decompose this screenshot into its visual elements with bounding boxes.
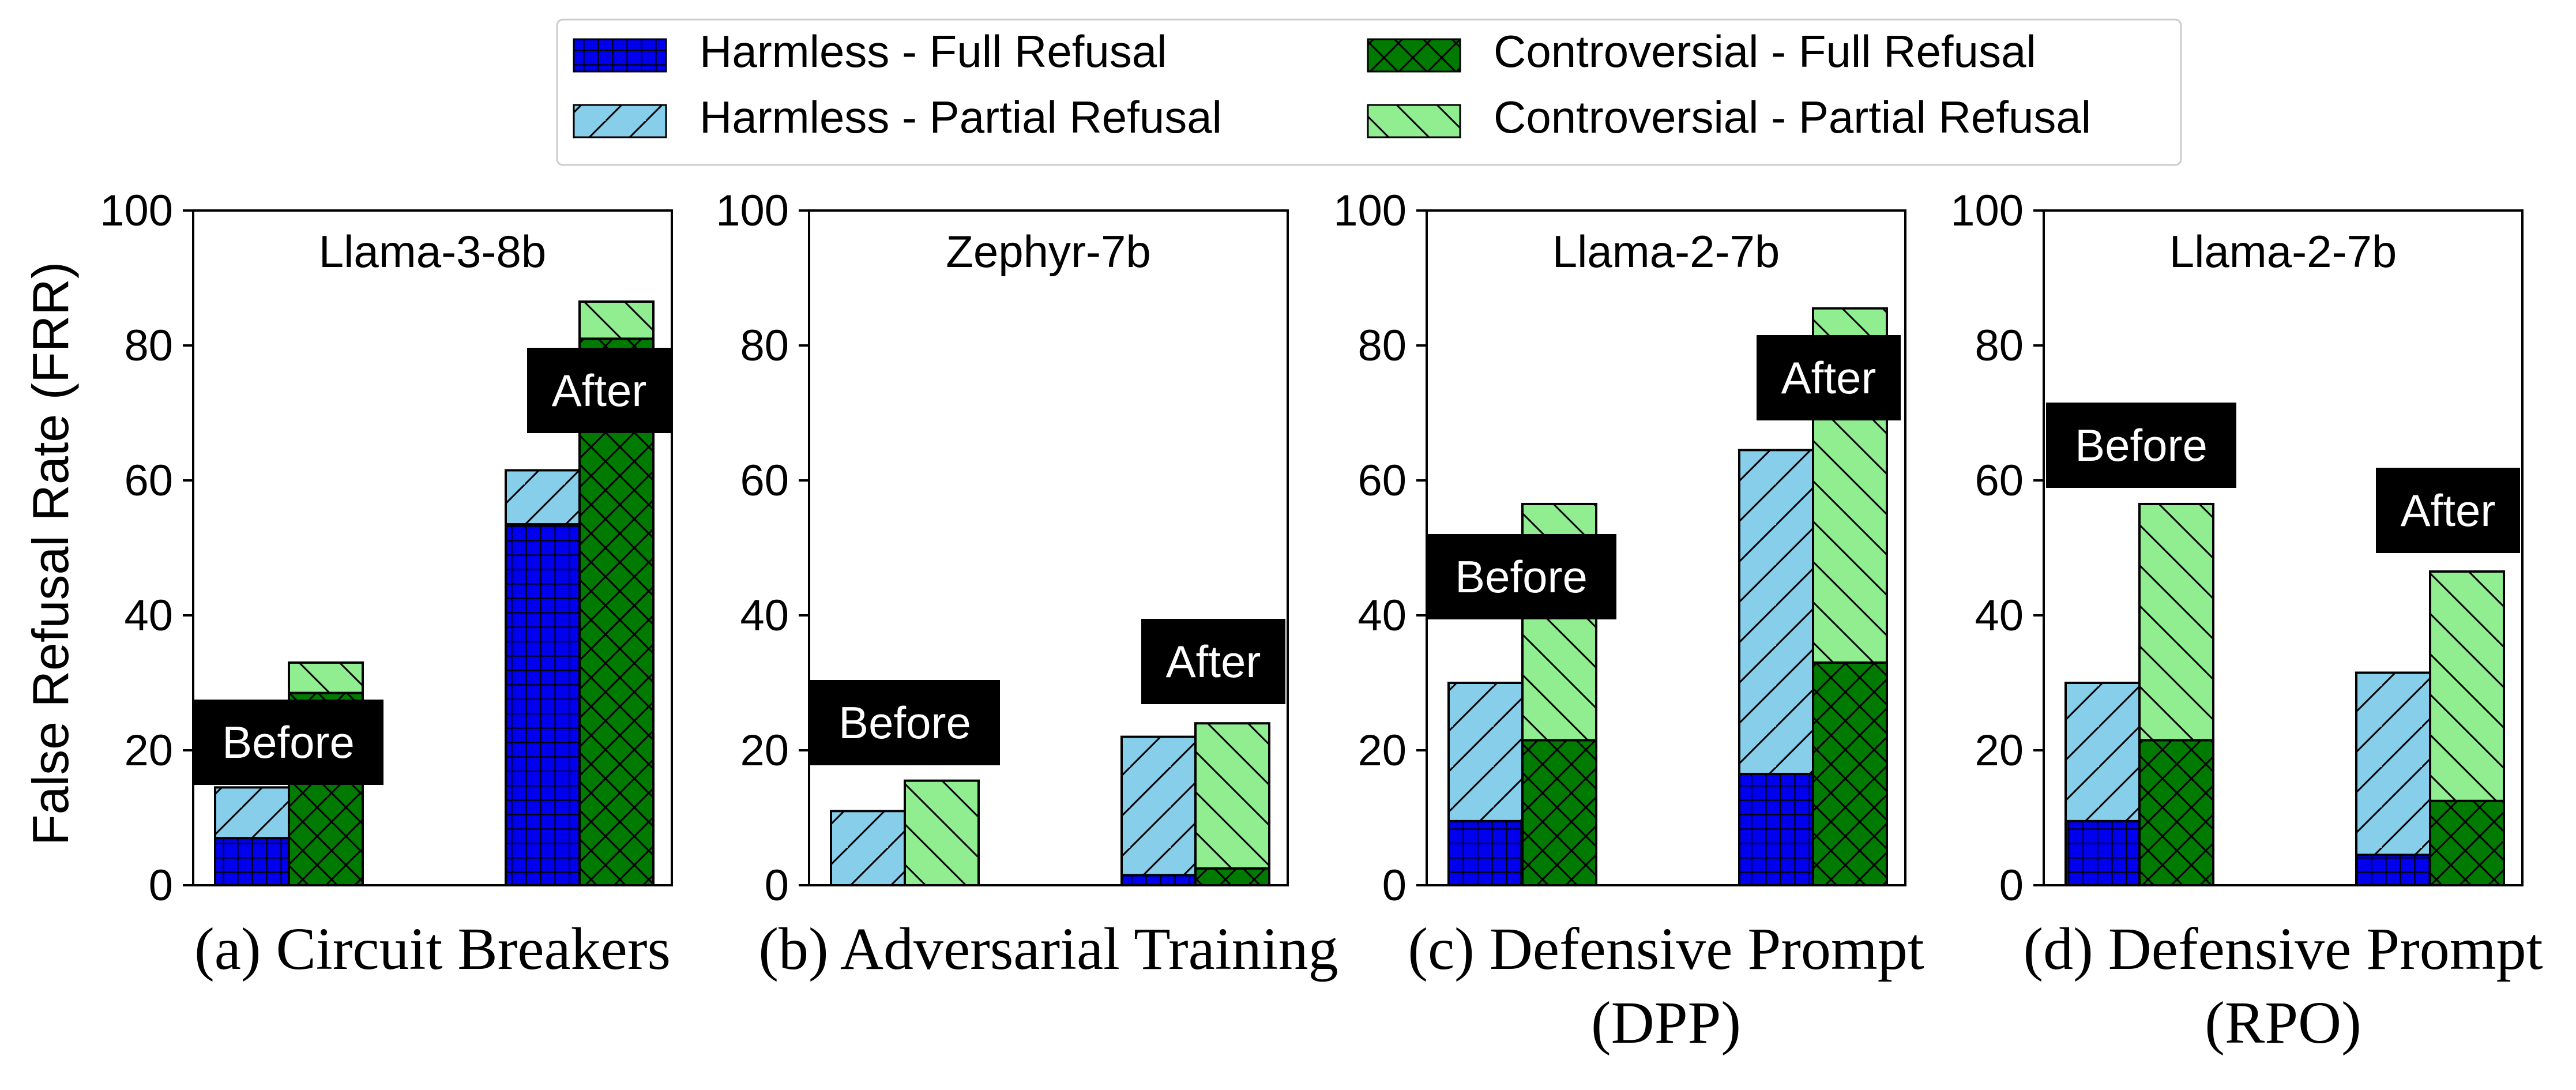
bar-d-after-controversial-partial [2429,570,2505,802]
panel-title-c: Llama-2-7b [1552,226,1780,277]
y-tick-label-a-1: 20 [124,726,173,775]
annotation-label-a-after: After [552,365,647,416]
panel-title-b: Zephyr-7b [946,226,1151,277]
bar-a-after-harmless-partial [505,469,581,526]
chart-panel-b: 0 20 40 60 80 100 Before After Zephyr-7b (b) Adve… [716,186,1338,982]
bar-d-after-harmless-full [2355,854,2431,886]
panel-caption-d-1: (RPO) [2205,990,2361,1056]
bar-a-before-harmless-partial [214,786,290,840]
legend-swatch-harmless-full [573,38,667,73]
bar-c-before-harmless-partial [1447,682,1524,822]
y-tick-label-a-3: 60 [124,456,173,505]
bar-a-after-controversial-partial [578,300,655,340]
y-tick-label-a-5: 100 [100,186,173,235]
y-tick-label-c-0: 0 [1382,861,1407,910]
bar-d-before-controversial-full [2138,739,2214,886]
legend-label-harmless-partial: Harmless - Partial Refusal [700,92,1222,142]
y-tick-label-d-1: 20 [1975,726,2024,775]
bar-b-before-controversial-partial [904,779,980,887]
panel-caption-c-0: (c) Defensive Prompt [1408,916,1924,982]
y-tick-label-a-0: 0 [149,861,173,910]
bar-a-after-harmless-full [505,523,581,886]
y-tick-label-d-0: 0 [1999,861,2024,910]
chart-panel-c: 0 20 40 60 80 100 Before After Llama-2-7b (c) Def… [1333,186,1924,1056]
y-tick-label-c-5: 100 [1333,186,1407,235]
annotation-box-c-before [1426,534,1616,619]
bar-a-before-controversial-partial [288,661,364,694]
bar-d-before-controversial-partial [2138,502,2214,742]
annotation-box-d-after [2376,468,2520,553]
y-tick-label-b-1: 20 [740,726,789,775]
y-tick-label-d-3: 60 [1975,456,2024,505]
bar-b-after-harmless-partial [1120,735,1197,877]
legend-swatch-harmless-partial [573,104,667,138]
legend-label-harmless-full: Harmless - Full Refusal [700,26,1167,77]
panel-caption-d-0: (d) Defensive Prompt [2023,916,2543,982]
annotation-label-b-before: Before [838,697,971,748]
chart-panel-d: 0 20 40 60 80 100 Before After Llama-2-7b (d) Def… [1950,186,2543,1056]
y-tick-label-c-4: 80 [1357,321,1407,370]
y-tick-label-c-3: 60 [1357,456,1407,505]
annotation-box-c-after [1757,335,1901,420]
legend-label-controversial-partial: Controversial - Partial Refusal [1494,92,2091,142]
y-tick-label-d-5: 100 [1950,186,2024,235]
bar-b-after-harmless-full [1120,874,1197,886]
y-tick-label-d-2: 40 [1975,591,2024,640]
annotation-box-b-after [1141,619,1285,704]
bar-d-before-harmless-full [2064,820,2141,886]
annotation-box-d-before [2046,403,2236,488]
y-tick-label-b-5: 100 [716,186,789,235]
bar-c-after-harmless-full [1738,772,1814,886]
annotation-label-c-after: After [1781,352,1876,403]
bar-c-after-controversial-full [1812,661,1888,887]
bar-a-before-harmless-full [214,837,290,886]
bar-c-before-controversial-full [1521,739,1597,886]
bar-d-before-harmless-partial [2064,682,2141,822]
panel-caption-c-1: (DPP) [1591,990,1741,1056]
panel-caption-b-0: (b) Adversarial Training [758,916,1338,982]
annotation-box-a-before [193,700,383,785]
bar-b-before-harmless-partial [830,810,906,887]
y-tick-label-b-2: 40 [740,591,789,640]
chart-panel-a: 0 20 40 60 80 100 Before After Llama-3-8b (a) Cir… [100,186,673,982]
legend-swatch-controversial-full [1367,38,1461,73]
y-tick-label-a-4: 80 [124,321,173,370]
annotation-label-a-before: Before [222,717,355,768]
y-tick-label-c-2: 40 [1357,591,1407,640]
y-tick-label-b-0: 0 [765,861,789,910]
panel-caption-a-0: (a) Circuit Breakers [194,916,671,982]
bar-b-after-controversial-partial [1194,722,1270,870]
bar-d-after-harmless-partial [2355,671,2431,856]
y-axis-label: False Refusal Rate (FRR) [22,262,79,845]
bar-d-after-controversial-full [2429,799,2505,886]
legend: Harmless - Full Refusal Harmless - Parti… [556,18,2182,166]
legend-frame [556,18,2182,166]
annotation-label-d-before: Before [2075,420,2208,471]
bar-c-after-harmless-partial [1738,449,1814,775]
legend-swatch-controversial-partial [1367,104,1461,138]
annotation-box-a-after [527,348,671,433]
legend-label-controversial-full: Controversial - Full Refusal [1494,26,2036,77]
bar-b-after-controversial-full [1194,867,1270,886]
y-tick-label-b-3: 60 [740,456,789,505]
y-tick-label-d-4: 80 [1975,321,2024,370]
panel-title-a: Llama-3-8b [319,226,547,277]
panel-title-d: Llama-2-7b [2169,226,2397,277]
y-tick-label-c-1: 20 [1357,726,1407,775]
bar-c-before-harmless-full [1447,820,1524,886]
annotation-label-d-after: After [2401,485,2496,536]
y-tick-label-a-2: 40 [124,591,173,640]
annotation-box-b-before [810,680,1000,765]
annotation-label-b-after: After [1166,636,1261,687]
annotation-label-c-before: Before [1455,551,1588,602]
y-tick-label-b-4: 80 [740,321,789,370]
